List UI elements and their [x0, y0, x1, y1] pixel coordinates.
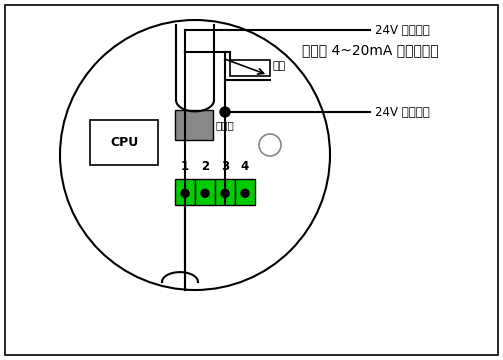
- Text: CPU: CPU: [110, 136, 138, 149]
- Circle shape: [241, 189, 249, 197]
- Bar: [215, 179, 235, 205]
- Text: 4: 4: [241, 160, 249, 173]
- Bar: [195, 179, 215, 205]
- Circle shape: [220, 107, 230, 117]
- Text: 24V 电源负端: 24V 电源负端: [375, 105, 430, 118]
- Circle shape: [201, 189, 209, 197]
- Bar: [175, 110, 213, 140]
- Bar: [235, 179, 255, 205]
- Bar: [90, 120, 158, 165]
- Text: 3: 3: [221, 160, 229, 173]
- Bar: [230, 60, 270, 76]
- Text: 24V 电源正端: 24V 电源正端: [375, 23, 430, 36]
- Text: 1: 1: [181, 160, 189, 173]
- Text: 传感器: 传感器: [216, 120, 235, 130]
- Text: 三线制 4~20mA 接线示意图: 三线制 4~20mA 接线示意图: [302, 43, 438, 57]
- Circle shape: [181, 189, 189, 197]
- Bar: [175, 179, 195, 205]
- Text: 2: 2: [201, 160, 209, 173]
- Text: 负载: 负载: [273, 61, 286, 71]
- Circle shape: [221, 189, 229, 197]
